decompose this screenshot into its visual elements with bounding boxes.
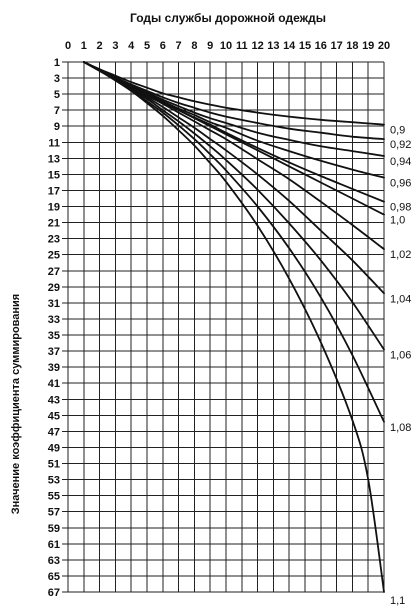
curve-1-04 — [82, 61, 385, 295]
curve-1-08 — [82, 61, 385, 423]
y-tick-label: 67 — [48, 587, 60, 599]
x-tick-label: 20 — [378, 40, 390, 52]
y-tick-label: 31 — [48, 298, 60, 310]
x-tick-label: 13 — [267, 40, 279, 52]
y-tick-label: 61 — [48, 539, 60, 551]
x-tick-label: 5 — [144, 40, 150, 52]
y-tick-label: 33 — [48, 314, 60, 326]
y-tick-label: 19 — [48, 202, 60, 214]
x-tick-label: 7 — [176, 40, 182, 52]
y-axis-ticks: 1357911131517192123252729313335373941434… — [48, 57, 60, 599]
x-tick-label: 10 — [220, 40, 232, 52]
y-tick-label: 13 — [48, 153, 60, 165]
y-tick-label: 15 — [48, 169, 60, 181]
curve-label: 0,9 — [390, 125, 405, 137]
x-tick-label: 3 — [112, 40, 118, 52]
y-tick-label: 65 — [48, 571, 60, 583]
y-tick-label: 37 — [48, 346, 60, 358]
curve-label: 0,96 — [390, 178, 411, 190]
y-tick-label: 7 — [54, 105, 60, 117]
y-tick-label: 49 — [48, 442, 60, 454]
x-tick-label: 11 — [236, 40, 248, 52]
y-tick-label: 59 — [48, 523, 60, 535]
curve-label: 1,02 — [390, 249, 411, 261]
y-tick-label: 23 — [48, 234, 60, 246]
y-tick-label: 17 — [48, 185, 60, 197]
curve-label: 1,06 — [390, 349, 411, 361]
curve-label: 1,08 — [390, 422, 411, 434]
curve-0-92 — [82, 61, 385, 140]
y-tick-label: 1 — [54, 57, 60, 69]
x-tick-label: 9 — [207, 40, 213, 52]
y-tick-label: 3 — [54, 73, 60, 85]
x-tick-label: 12 — [251, 40, 263, 52]
x-axis-ticks: 0 1 2 3 4 5 6 7 8 9 10 11 12 13 14 15 16 17 18 19 20 — [65, 40, 390, 52]
curve-label: 0,98 — [390, 202, 411, 214]
x-tick-label: 4 — [128, 40, 135, 52]
curve-label: 0,94 — [390, 156, 411, 168]
y-tick-label: 5 — [54, 89, 60, 101]
x-tick-label: 15 — [299, 40, 311, 52]
chart-title: Годы службы дорожной одежды — [130, 11, 326, 25]
curve-label: 0,92 — [390, 139, 411, 151]
y-tick-label: 27 — [48, 266, 60, 278]
x-tick-label: 17 — [330, 40, 342, 52]
y-tick-label: 63 — [48, 555, 60, 567]
y-axis-label: Значение коэффициента суммирования — [10, 294, 22, 514]
curves — [82, 61, 385, 593]
y-tick-label: 39 — [48, 362, 60, 374]
y-tick-label: 41 — [48, 378, 60, 390]
x-tick-label: 14 — [283, 40, 296, 52]
y-tick-label: 9 — [54, 121, 60, 133]
x-tick-label: 19 — [362, 40, 374, 52]
y-tick-label: 35 — [48, 330, 60, 342]
y-tick-label: 47 — [48, 426, 60, 438]
x-tick-label: 0 — [65, 40, 71, 52]
x-tick-label: 16 — [315, 40, 327, 52]
grid — [62, 61, 385, 593]
curve-labels: 0,9 0,92 0,94 0,96 0,981,0 1,02 1,04 1,06 1,08 1,… — [390, 125, 411, 607]
y-tick-label: 51 — [48, 459, 60, 471]
x-tick-label: 1 — [81, 40, 87, 52]
curve-0-96 — [82, 61, 385, 179]
curve-0-9 — [82, 61, 385, 126]
curve-label: 1,1 — [390, 595, 405, 607]
y-tick-label: 25 — [48, 250, 60, 262]
y-tick-label: 21 — [48, 218, 60, 230]
x-tick-label: 18 — [346, 40, 358, 52]
y-tick-label: 53 — [48, 475, 60, 487]
y-tick-label: 43 — [48, 394, 60, 406]
x-tick-label: 8 — [191, 40, 197, 52]
y-tick-label: 29 — [48, 282, 60, 294]
curve-1-06 — [82, 61, 385, 351]
curve-label: 1,0 — [390, 215, 405, 227]
y-tick-label: 55 — [48, 491, 60, 503]
curve-label: 1,04 — [390, 293, 411, 305]
x-tick-label: 6 — [160, 40, 166, 52]
curve-1-1 — [82, 61, 385, 593]
y-tick-label: 45 — [48, 410, 60, 422]
y-tick-label: 11 — [48, 137, 60, 149]
y-tick-label: 57 — [48, 507, 60, 519]
x-tick-label: 2 — [97, 40, 103, 52]
